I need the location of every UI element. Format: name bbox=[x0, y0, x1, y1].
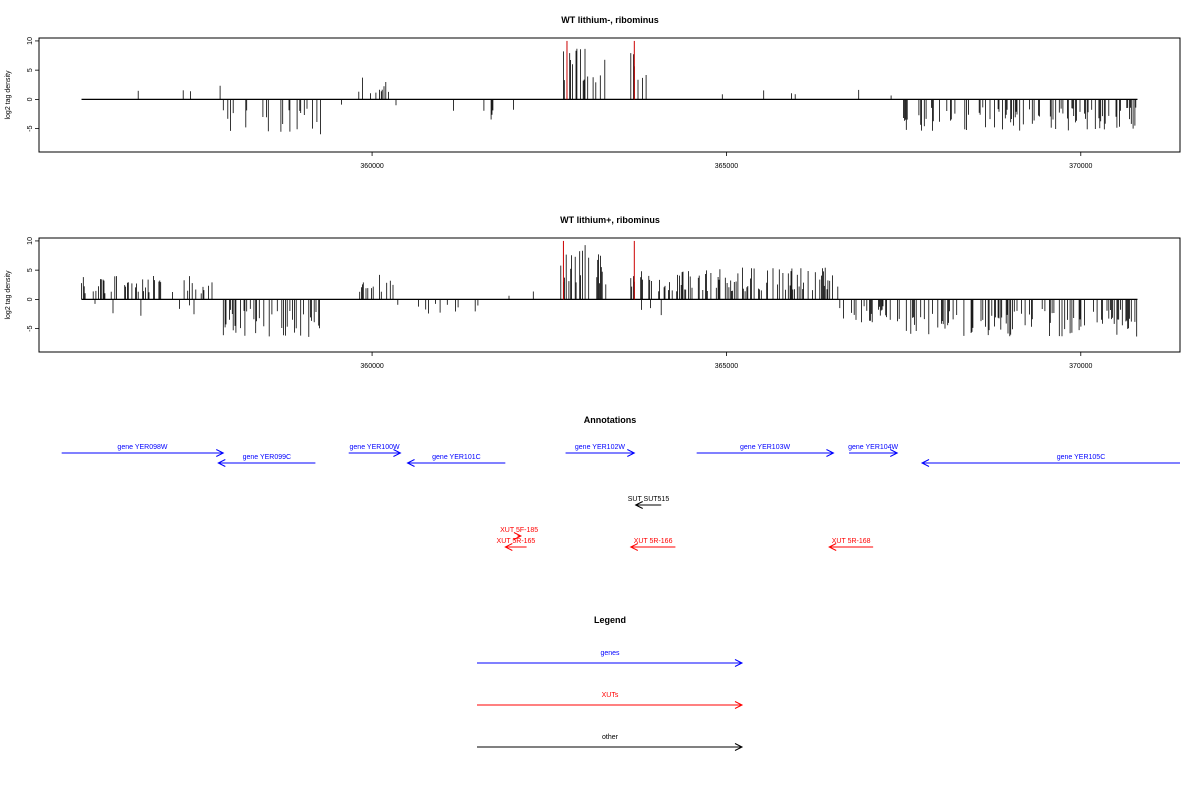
annotations-title: Annotations bbox=[584, 415, 637, 425]
signal-bars bbox=[81, 40, 1138, 135]
arrowhead-icon bbox=[734, 659, 744, 667]
x-tick-label: 365000 bbox=[715, 363, 738, 370]
feature-xut-5f-185: XUT 5F-185 bbox=[500, 527, 538, 540]
arrowhead-icon bbox=[513, 532, 523, 540]
feature-xut-5r-166: XUT 5R-166 bbox=[629, 538, 676, 551]
legend: Legend genes XUTs other bbox=[477, 615, 744, 751]
feature-label: gene YER101C bbox=[432, 454, 481, 461]
arrowhead-icon bbox=[216, 449, 225, 457]
track-title: WT lithium+, ribominus bbox=[560, 215, 660, 225]
feature-label: gene YER099C bbox=[243, 454, 292, 461]
feature-arrows: gene YER098W gene YER099C gene YER100W gene… bbox=[61, 444, 1180, 551]
feature-gene-yer101c: gene YER101C bbox=[406, 454, 506, 467]
y-tick-label: -5 bbox=[27, 125, 34, 131]
x-axis: 360000 365000 370000 bbox=[360, 152, 1093, 170]
arrowhead-icon bbox=[826, 449, 835, 457]
feature-label: XUT 5R-168 bbox=[832, 538, 871, 545]
feature-label: gene YER102W bbox=[575, 444, 625, 451]
feature-gene-yer104w: gene YER104W bbox=[848, 444, 899, 457]
y-tick-label: 0 bbox=[27, 297, 34, 301]
legend-label: other bbox=[602, 734, 619, 741]
legend-label: genes bbox=[600, 650, 620, 657]
y-axis-label: log2 tag density bbox=[5, 70, 12, 120]
feature-label: XUT 5F-185 bbox=[500, 527, 538, 534]
legend-item-genes: genes bbox=[477, 650, 744, 667]
feature-label: gene YER100W bbox=[350, 444, 400, 451]
arrowhead-icon bbox=[890, 449, 899, 457]
feature-gene-yer103w: gene YER103W bbox=[696, 444, 835, 457]
y-axis-label: log2 tag density bbox=[5, 270, 12, 320]
y-tick-label: 10 bbox=[27, 37, 34, 45]
y-tick-label: -5 bbox=[27, 325, 34, 331]
feature-gene-yer098w: gene YER098W bbox=[61, 444, 225, 457]
arrowhead-icon bbox=[393, 449, 402, 457]
y-tick-label: 5 bbox=[27, 68, 34, 72]
feature-label: SUT SUT515 bbox=[628, 496, 670, 503]
arrowhead-icon bbox=[627, 449, 636, 457]
feature-sut-sut515: SUT SUT515 bbox=[628, 496, 670, 509]
arrowhead-icon bbox=[634, 501, 643, 509]
feature-xut-5r-168: XUT 5R-168 bbox=[828, 538, 874, 551]
feature-gene-yer105c: gene YER105C bbox=[920, 454, 1180, 467]
feature-xut-5r-165: XUT 5R-165 bbox=[497, 538, 536, 551]
track-title: WT lithium-, ribominus bbox=[561, 15, 659, 25]
arrowhead-icon bbox=[920, 459, 930, 467]
arrowhead-icon bbox=[217, 459, 226, 467]
y-tick-label: 5 bbox=[27, 268, 34, 272]
arrowhead-icon bbox=[629, 543, 638, 551]
feature-label: gene YER098W bbox=[117, 444, 167, 451]
arrowhead-icon bbox=[406, 459, 415, 467]
track-panel-lithium-minus: WT lithium-, ribominus log2 tag density … bbox=[5, 15, 1181, 170]
track-panel-lithium-plus: WT lithium+, ribominus log2 tag density … bbox=[5, 215, 1181, 370]
feature-gene-yer102w: gene YER102W bbox=[565, 444, 636, 457]
arrowhead-icon bbox=[734, 701, 744, 709]
feature-label: gene YER103W bbox=[740, 444, 790, 451]
x-tick-label: 370000 bbox=[1069, 163, 1092, 170]
feature-label: XUT 5R-165 bbox=[497, 538, 536, 545]
x-tick-label: 360000 bbox=[360, 363, 383, 370]
legend-item-other: other bbox=[477, 734, 744, 751]
legend-item-xuts: XUTs bbox=[477, 692, 744, 709]
arrowhead-icon bbox=[828, 543, 837, 551]
x-axis: 360000 365000 370000 bbox=[360, 352, 1093, 370]
signal-bars bbox=[81, 240, 1138, 337]
x-tick-label: 365000 bbox=[715, 163, 738, 170]
arrowhead-icon bbox=[734, 743, 744, 751]
plot-frame bbox=[38, 237, 1181, 353]
y-tick-label: 10 bbox=[27, 237, 34, 245]
feature-label: gene YER104W bbox=[848, 444, 898, 451]
feature-gene-yer099c: gene YER099C bbox=[217, 454, 316, 467]
y-axis: 10 5 0 -5 bbox=[27, 37, 39, 132]
arrowhead-icon bbox=[504, 543, 513, 551]
legend-label: XUTs bbox=[602, 692, 619, 699]
feature-gene-yer100w: gene YER100W bbox=[348, 444, 402, 457]
y-tick-label: 0 bbox=[27, 97, 34, 101]
x-tick-label: 370000 bbox=[1069, 363, 1092, 370]
x-tick-label: 360000 bbox=[360, 163, 383, 170]
y-axis: 10 5 0 -5 bbox=[27, 237, 39, 332]
feature-label: XUT 5R-166 bbox=[634, 538, 673, 545]
legend-items: genes XUTs other bbox=[477, 650, 744, 751]
plot-frame bbox=[38, 37, 1181, 153]
feature-label: gene YER105C bbox=[1057, 454, 1106, 461]
legend-title: Legend bbox=[594, 615, 626, 625]
